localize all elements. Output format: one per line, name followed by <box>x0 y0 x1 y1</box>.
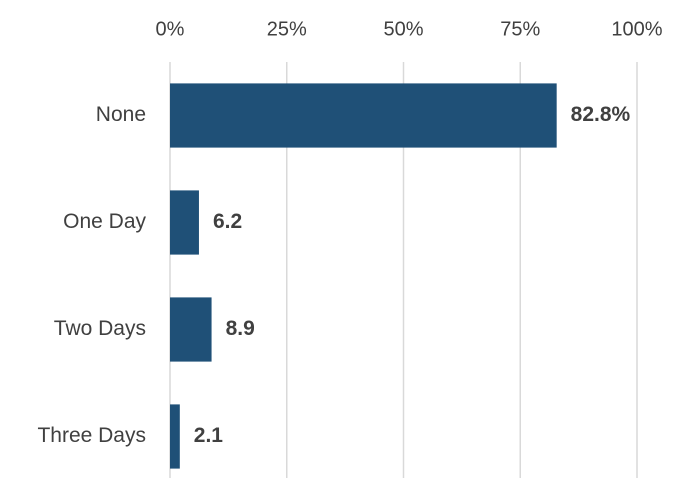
bar <box>170 404 180 469</box>
bar <box>170 83 557 148</box>
bars <box>170 83 557 469</box>
x-tick-label: 50% <box>383 18 423 40</box>
category-label: None <box>96 103 146 126</box>
data-label: 8.9 <box>226 317 255 340</box>
data-labels: 82.8% 6.2 8.9 2.1 <box>194 103 631 447</box>
category-label: One Day <box>63 210 146 233</box>
category-label: Two Days <box>54 317 146 340</box>
x-tick-label: 25% <box>267 18 307 40</box>
bar <box>170 190 199 255</box>
x-tick-label: 75% <box>500 18 540 40</box>
x-axis-ticks: 0% 25% 50% 75% 100% <box>156 18 663 40</box>
category-labels: None One Day Two Days Three Days <box>37 103 146 447</box>
x-tick-label: 100% <box>611 18 662 40</box>
data-label: 2.1 <box>194 424 224 447</box>
data-label: 6.2 <box>213 210 242 233</box>
data-label: 82.8% <box>571 103 631 126</box>
x-tick-label: 0% <box>156 18 185 40</box>
category-label: Three Days <box>37 424 146 447</box>
bar <box>170 297 212 362</box>
